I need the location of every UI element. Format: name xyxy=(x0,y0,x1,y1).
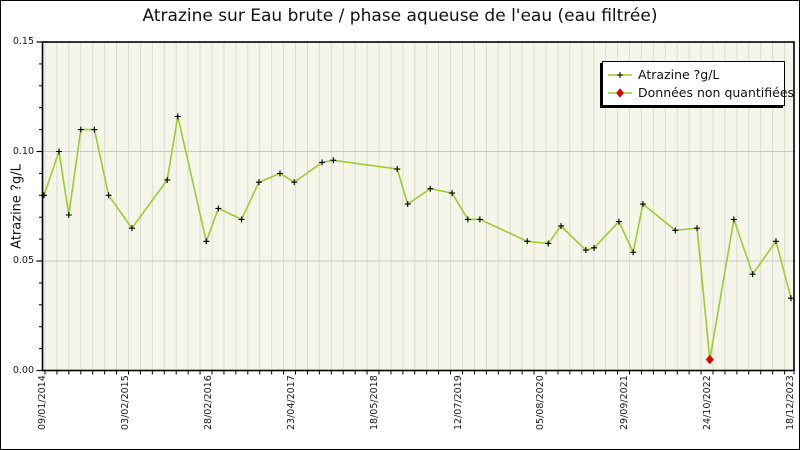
y-axis-label: Atrazine ?g/L xyxy=(9,164,25,249)
data-point xyxy=(591,244,598,251)
legend-marker-atrazine-icon xyxy=(608,71,632,78)
data-point xyxy=(672,227,679,234)
data-point xyxy=(749,271,756,278)
legend: Atrazine ?g/L Données non quantifiées xyxy=(602,61,794,106)
data-point xyxy=(524,238,531,245)
data-point xyxy=(215,205,222,212)
legend-entry-non-quantified: Données non quantifiées xyxy=(607,85,794,100)
data-point xyxy=(630,249,637,256)
x-tick-label: 29/09/2021 xyxy=(618,375,630,430)
data-point xyxy=(615,218,622,225)
chart-title: Atrazine sur Eau brute / phase aqueuse d… xyxy=(142,6,658,26)
legend-marker-non-quantified-icon xyxy=(608,87,632,98)
y-tick-label: 0.15 xyxy=(12,36,34,47)
x-tick-label: 12/07/2019 xyxy=(452,375,464,430)
y-tick-label: 0.10 xyxy=(12,145,34,157)
data-point xyxy=(545,240,552,247)
data-point xyxy=(174,113,181,120)
data-point xyxy=(164,176,171,183)
data-point xyxy=(558,222,565,229)
data-point xyxy=(787,295,794,302)
x-tick-label: 18/12/2023 xyxy=(784,375,796,430)
data-point xyxy=(694,225,701,232)
data-point xyxy=(291,179,298,186)
data-point xyxy=(582,247,589,254)
data-point xyxy=(449,190,456,197)
x-tick-label: 24/10/2022 xyxy=(702,375,714,430)
data-point xyxy=(319,159,326,166)
data-point xyxy=(105,192,112,199)
legend-label-non-quantified: Données non quantifiées xyxy=(638,85,795,100)
y-tick-label: 0.05 xyxy=(12,255,34,266)
data-point xyxy=(464,216,471,223)
x-tick-label: 23/04/2017 xyxy=(285,375,297,430)
legend-entry-atrazine: Atrazine ?g/L xyxy=(607,67,778,82)
data-point xyxy=(41,192,48,199)
data-point-non-quantified xyxy=(705,354,714,365)
data-point xyxy=(56,148,63,155)
data-point xyxy=(639,201,646,208)
x-tick-label: 03/02/2015 xyxy=(119,375,131,430)
x-tick-label: 28/02/2016 xyxy=(202,375,214,430)
data-point xyxy=(203,238,210,245)
data-point xyxy=(394,166,401,173)
y-tick-label: 0.00 xyxy=(12,364,34,376)
data-point xyxy=(238,216,245,223)
data-point xyxy=(276,170,283,177)
data-point xyxy=(404,201,411,208)
data-point xyxy=(730,216,737,223)
data-point xyxy=(255,179,262,186)
data-point xyxy=(65,212,72,219)
data-point xyxy=(476,216,483,223)
x-tick-label: 18/05/2018 xyxy=(369,375,381,430)
legend-label-atrazine: Atrazine ?g/L xyxy=(638,67,720,82)
data-line xyxy=(43,115,792,361)
data-point xyxy=(427,185,434,192)
data-point xyxy=(330,157,337,164)
data-point xyxy=(772,238,779,245)
data-point xyxy=(77,126,84,133)
x-tick-label: 05/08/2020 xyxy=(535,375,547,430)
data-point xyxy=(91,126,98,133)
data-point xyxy=(128,225,135,232)
plot-frame xyxy=(41,41,795,372)
x-tick-label: 09/01/2014 xyxy=(36,375,48,430)
